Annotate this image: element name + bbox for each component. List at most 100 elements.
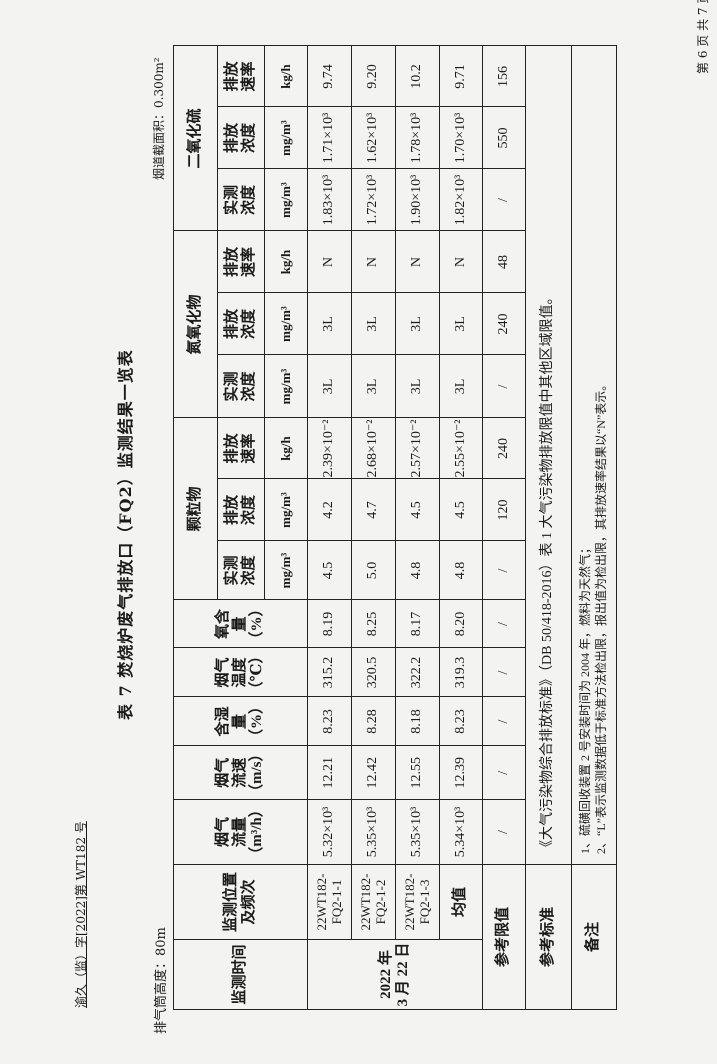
table-row: 22WT182- FQ2-1-3 5.35×10³ 12.55 8.18 322.2 8.… (395, 46, 440, 1010)
sub-header: 实测 浓度 (217, 169, 265, 231)
value-cell: 8.19 (307, 600, 352, 648)
unit-cell: mg/m³ (264, 355, 308, 418)
results-table: 监测时间 监测位置 及频次 烟气 流量 （m³/h） 烟气 流速 （m/s） 含湿 量 … (173, 46, 617, 1011)
value-cell: 1.70×10³ (439, 107, 483, 169)
value-cell: 2.55×10⁻² (439, 418, 483, 479)
value-cell: 1.90×10³ (395, 169, 440, 231)
value-cell: 1.83×10³ (307, 169, 352, 231)
value-cell: 4.2 (307, 479, 352, 541)
value-cell: 3L (439, 355, 483, 418)
value-cell: 4.8 (395, 541, 440, 600)
limit-value: / (482, 799, 526, 865)
value-cell: 320.5 (351, 648, 396, 697)
unit-cell: mg/m³ (264, 293, 308, 355)
table-row: 备注 1、硫磺回收装置 2 号安装时间为 2004 年，燃料为天然气； 2、“L”… (571, 46, 617, 1010)
sub-header: 排放 速率 (217, 418, 265, 479)
column-header: 烟气 流速 （m/s） (173, 745, 308, 800)
value-cell: 8.25 (351, 600, 396, 648)
table-row: 监测时间 监测位置 及频次 烟气 流量 （m³/h） 烟气 流速 （m/s） 含湿 量 … (173, 46, 308, 1010)
value-cell: 1.82×10³ (439, 169, 483, 231)
document-number: 渝久（监）字[2022]第 WT182 号 (74, 821, 88, 1008)
value-cell: 3L (351, 355, 396, 418)
value-cell: 4.5 (395, 479, 440, 541)
unit-cell: mg/m³ (264, 479, 308, 541)
value-cell: 315.2 (307, 648, 352, 697)
value-cell: 3L (395, 355, 440, 418)
limit-value: / (482, 355, 526, 418)
value-cell: 1.71×10³ (307, 107, 352, 169)
table-row: 2022 年 3 月 22 日 22WT182- FQ2-1-1 5.32×10³ 1… (307, 46, 483, 1010)
value-cell: 12.55 (395, 745, 440, 800)
value-cell: N (395, 231, 440, 293)
sub-header: 实测 浓度 (217, 541, 265, 600)
value-cell: 8.28 (351, 696, 396, 746)
value-cell: 9.74 (307, 46, 352, 107)
table-row: 参考标准 《大气污染物综合排放标准》（DB 50/418-2016）表 1 大气污… (525, 46, 572, 1010)
column-header: 监测时间 (173, 939, 308, 1010)
value-cell: 9.71 (439, 46, 483, 107)
column-header: 烟气 流量 （m³/h） (173, 799, 308, 865)
value-cell: 8.23 (307, 696, 352, 746)
sub-header: 排放 浓度 (217, 479, 265, 541)
monitoring-date: 2022 年 3 月 22 日 (307, 939, 483, 1010)
value-cell: 4.5 (307, 541, 352, 600)
sample-location: 均值 (439, 864, 483, 940)
value-cell: 10.2 (395, 46, 440, 107)
limit-value: 240 (482, 293, 526, 355)
unit-cell: mg/m³ (264, 169, 308, 231)
sub-header: 排放 速率 (217, 46, 265, 107)
flue-area: 烟道截面积：0.300m² (152, 57, 166, 180)
value-cell: 3L (395, 293, 440, 355)
unit-cell: kg/h (264, 231, 308, 293)
remarks-label: 备注 (571, 864, 617, 1010)
group-header: 颗粒物 (173, 418, 218, 600)
value-cell: 3L (351, 293, 396, 355)
value-cell: 3L (439, 293, 483, 355)
sub-header: 实测 浓度 (217, 355, 265, 418)
value-cell: 8.23 (439, 696, 483, 746)
value-cell: 5.32×10³ (307, 799, 352, 865)
column-header: 烟气 温度 （℃） (173, 648, 308, 697)
standard-text: 《大气污染物综合排放标准》（DB 50/418-2016）表 1 大气污染物排放… (525, 46, 572, 865)
remarks-text: 1、硫磺回收装置 2 号安装时间为 2004 年，燃料为天然气； 2、“L”表示… (571, 46, 617, 865)
limit-value: 48 (482, 231, 526, 293)
value-cell: 8.20 (439, 600, 483, 648)
value-cell: 12.42 (351, 745, 396, 800)
value-cell: 9.20 (351, 46, 396, 107)
value-cell: 12.21 (307, 745, 352, 800)
limit-value: / (482, 541, 526, 600)
limit-value: / (482, 169, 526, 231)
value-cell: 2.57×10⁻² (395, 418, 440, 479)
column-header: 含湿 量 （%） (173, 696, 308, 746)
value-cell: 4.8 (439, 541, 483, 600)
value-cell: 8.17 (395, 600, 440, 648)
limit-value: 156 (482, 46, 526, 107)
value-cell: 12.39 (439, 745, 483, 800)
sub-header: 排放 浓度 (217, 293, 265, 355)
value-cell: 319.3 (439, 648, 483, 697)
limit-value: / (482, 745, 526, 800)
limit-value: / (482, 600, 526, 648)
value-cell: N (351, 231, 396, 293)
unit-cell: kg/h (264, 418, 308, 479)
sample-location: 22WT182- FQ2-1-1 (307, 864, 352, 940)
value-cell: 4.7 (351, 479, 396, 541)
sample-location: 22WT182- FQ2-1-2 (351, 864, 396, 940)
limit-label: 参考限值 (482, 864, 526, 1010)
limit-value: 550 (482, 107, 526, 169)
stack-height: 排气筒高度：80m (154, 927, 169, 1034)
value-cell: 5.0 (351, 541, 396, 600)
column-header: 监测位置 及频次 (173, 864, 308, 940)
unit-cell: mg/m³ (264, 107, 308, 169)
table-row: 22WT182- FQ2-1-2 5.35×10³ 12.42 8.28 320.5 8.… (351, 46, 396, 1010)
page-number: 第 6 页 共 7 页 (696, 0, 710, 74)
standard-label: 参考标准 (525, 864, 572, 1010)
value-cell: 5.35×10³ (395, 799, 440, 865)
value-cell: 322.2 (395, 648, 440, 697)
table-title: 表 7 焚烧炉废气排放口（FQ2）监测结果一览表 (116, 349, 135, 720)
value-cell: 5.35×10³ (351, 799, 396, 865)
sub-header: 排放 浓度 (217, 107, 265, 169)
value-cell: 3L (307, 355, 352, 418)
value-cell: 1.62×10³ (351, 107, 396, 169)
